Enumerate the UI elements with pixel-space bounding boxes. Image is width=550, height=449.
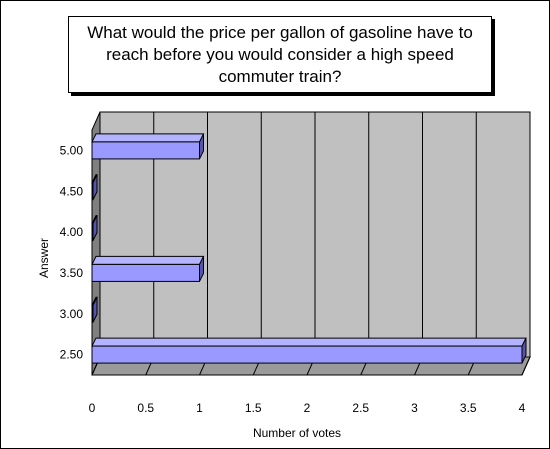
y-tick-label: 5.00: [60, 143, 84, 157]
bar-top-face: [91, 255, 205, 265]
bar: [91, 174, 98, 201]
y-tick-label: 4.00: [60, 225, 84, 239]
bar-end-face: [92, 297, 98, 323]
y-axis-label: Answer: [37, 238, 51, 278]
bar-end-face: [521, 337, 527, 364]
y-tick-label: 4.50: [60, 184, 84, 198]
x-axis-label: Number of votes: [253, 426, 341, 440]
x-tick-label: 1: [196, 401, 203, 415]
bars: [91, 133, 527, 364]
bar: [91, 296, 98, 323]
bar: [91, 255, 205, 282]
y-tick-labels: 2.50 3.00 3.50 4.00 4.50 5.00: [60, 143, 84, 361]
bar-top-face: [91, 133, 205, 143]
bar-front-face: [91, 141, 200, 160]
bar-end-face: [199, 133, 204, 160]
bar-end-face: [92, 174, 98, 200]
y-tick-label: 3.50: [60, 266, 84, 280]
floor-gridline: [521, 356, 531, 376]
x-tick-label: 0: [89, 401, 96, 415]
bar: [91, 337, 527, 364]
x-tick-label: 3: [411, 401, 418, 415]
x-tick-label: 0.5: [137, 401, 154, 415]
chart-title: What would the price per gallon of gasol…: [68, 16, 492, 93]
bar-end-face: [92, 215, 98, 241]
x-tick-labels: 0 0.5 1 1.5 2 2.5 3 3.5 4: [89, 401, 526, 415]
x-tick-label: 2: [304, 401, 311, 415]
y-tick-label: 2.50: [60, 348, 84, 362]
x-tick-label: 1.5: [245, 401, 262, 415]
y-tick-label: 3.00: [60, 307, 84, 321]
bar-front-face: [91, 345, 523, 364]
x-tick-label: 4: [519, 401, 526, 415]
bar-end-face: [199, 256, 204, 282]
bar: [91, 133, 205, 160]
bar-top-face: [91, 337, 527, 347]
x-tick-label: 2.5: [352, 401, 369, 415]
bar-front-face: [91, 263, 200, 282]
x-tick-label: 3.5: [460, 401, 477, 415]
bar: [91, 215, 98, 242]
